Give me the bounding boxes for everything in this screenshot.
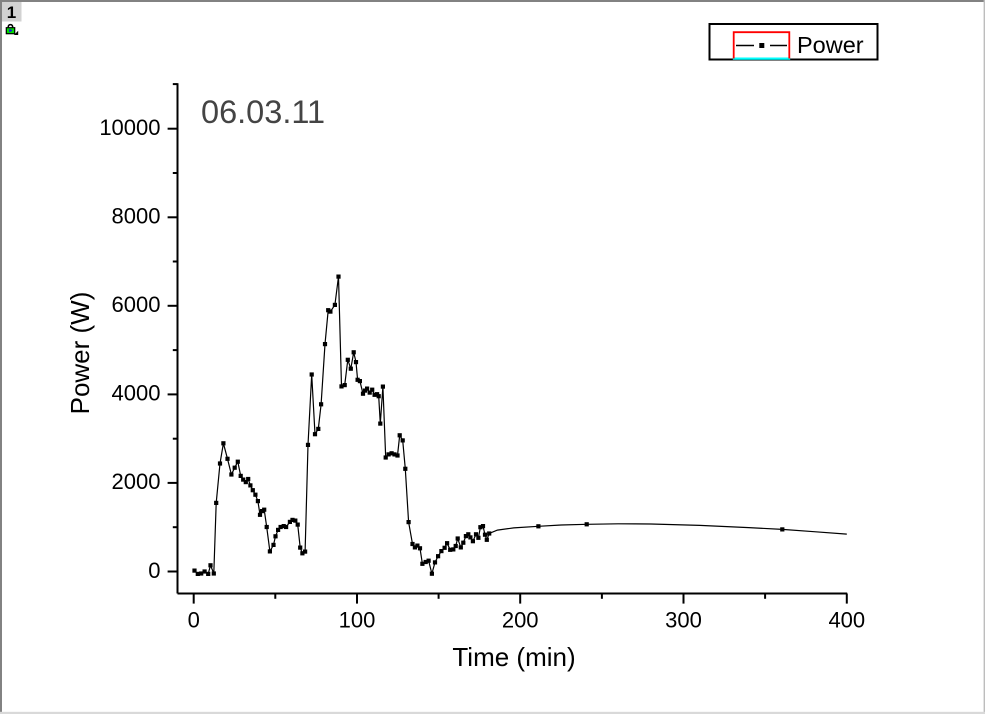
svg-text:1: 1: [7, 3, 16, 22]
svg-text:4000: 4000: [112, 381, 161, 406]
svg-text:400: 400: [828, 608, 865, 633]
svg-text:100: 100: [339, 608, 376, 633]
svg-text:200: 200: [502, 608, 539, 633]
svg-text:0: 0: [188, 608, 200, 633]
svg-text:6000: 6000: [112, 292, 161, 317]
svg-text:Time (min): Time (min): [452, 642, 575, 672]
svg-text:06.03.11: 06.03.11: [201, 94, 325, 130]
svg-text:10000: 10000: [99, 115, 160, 140]
svg-text:2000: 2000: [112, 469, 161, 494]
svg-text:8000: 8000: [112, 204, 161, 229]
svg-text:300: 300: [665, 608, 702, 633]
svg-text:0: 0: [148, 558, 160, 583]
svg-text:Power (W): Power (W): [65, 292, 95, 415]
svg-text:Power: Power: [797, 32, 864, 58]
